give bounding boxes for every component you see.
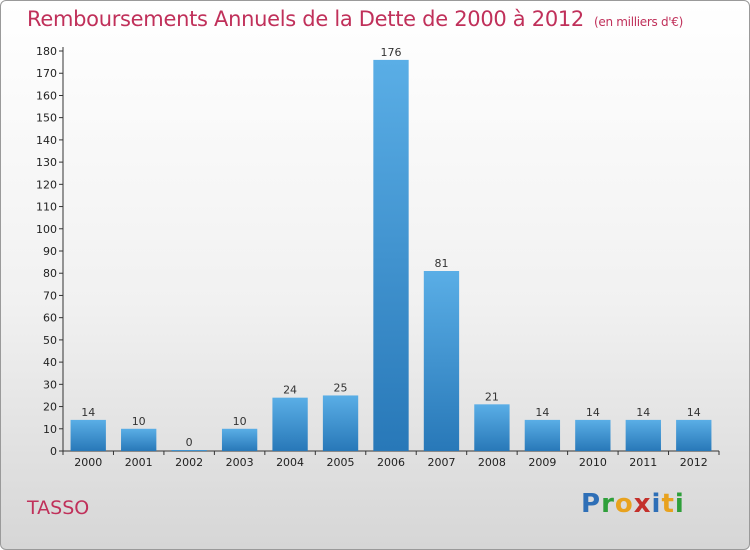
chart-title: Remboursements Annuels de la Dette de 20… [27, 7, 683, 31]
x-tick-label: 2007 [427, 456, 455, 469]
y-tick-label: 110 [36, 201, 57, 214]
bar [272, 397, 308, 451]
y-tick-label: 20 [43, 401, 57, 414]
logo-letter: P [581, 489, 602, 519]
y-tick-label: 160 [36, 89, 57, 102]
y-axis: 0 10 20 30 40 50 60 70 80 90 100 110 120 130 140 150 160… [36, 45, 64, 458]
y-tick-label: 170 [36, 67, 57, 80]
bar-value-label: 10 [132, 415, 146, 428]
x-tick-label: 2008 [478, 456, 506, 469]
bar-value-label: 21 [485, 390, 499, 403]
bar-value-label: 25 [334, 381, 348, 394]
bar-value-label: 14 [636, 406, 650, 419]
bar-value-label: 24 [283, 384, 297, 397]
y-tick-label: 120 [36, 178, 57, 191]
bar-value-label: 10 [233, 415, 247, 428]
bar [221, 428, 258, 451]
chart-unit: (en milliers d'€) [594, 15, 684, 29]
y-tick-label: 130 [36, 156, 57, 169]
y-tick-label: 60 [43, 312, 57, 325]
bar-value-label: 81 [434, 257, 448, 270]
proxiti-logo: Proxiti [581, 489, 685, 519]
x-tick-label: 2010 [579, 456, 607, 469]
y-tick-label: 30 [43, 378, 57, 391]
bar [524, 419, 561, 451]
bar-value-label: 14 [687, 406, 701, 419]
y-tick-label: 150 [36, 112, 57, 125]
x-tick-label: 2012 [680, 456, 708, 469]
x-tick-label: 2006 [377, 456, 405, 469]
x-axis: 2000 2001 2002 2003 2004 2005 2006 2007 2008 2009… [62, 450, 720, 469]
logo-letter: i [651, 489, 662, 519]
bar [423, 271, 460, 451]
logo-letter: t [661, 489, 675, 519]
y-tick-label: 140 [36, 134, 57, 147]
commune-name: TASSO [27, 497, 90, 519]
y-tick-label: 80 [43, 267, 57, 280]
bar [171, 450, 207, 451]
bars: 14 10 0 10 24 25 176 81 21 14 14 14 14 [70, 46, 712, 452]
x-tick-label: 2011 [629, 456, 657, 469]
logo-letter: x [633, 489, 652, 519]
y-tick-label: 180 [36, 45, 57, 58]
bar [70, 419, 106, 451]
bar [575, 419, 611, 451]
bar-value-label: 14 [81, 406, 95, 419]
bar-value-label: 0 [186, 436, 193, 449]
x-tick-label: 2000 [74, 456, 102, 469]
logo-letter: o [614, 489, 634, 519]
bar-value-label: 176 [381, 46, 402, 59]
x-tick-label: 2001 [125, 456, 153, 469]
y-tick-label: 0 [50, 445, 57, 458]
y-tick-label: 50 [43, 334, 57, 347]
bar [676, 419, 712, 451]
bar [121, 428, 157, 451]
bar [322, 395, 359, 451]
x-tick-label: 2009 [528, 456, 556, 469]
y-tick-label: 40 [43, 356, 57, 369]
y-tick-label: 70 [43, 289, 57, 302]
y-tick-label: 10 [43, 423, 57, 436]
logo-letter: i [674, 489, 685, 519]
bar-value-label: 14 [535, 406, 549, 419]
bar-value-label: 14 [586, 406, 600, 419]
x-tick-label: 2004 [276, 456, 304, 469]
bar [474, 404, 510, 451]
logo-letter: r [601, 489, 615, 519]
chart-title-text: Remboursements Annuels de la Dette de 20… [27, 7, 584, 31]
y-tick-label: 90 [43, 245, 57, 258]
bar [373, 59, 409, 452]
x-tick-label: 2005 [327, 456, 355, 469]
x-tick-label: 2002 [175, 456, 203, 469]
y-tick-label: 100 [36, 223, 57, 236]
x-tick-label: 2003 [226, 456, 254, 469]
bar [625, 419, 661, 451]
